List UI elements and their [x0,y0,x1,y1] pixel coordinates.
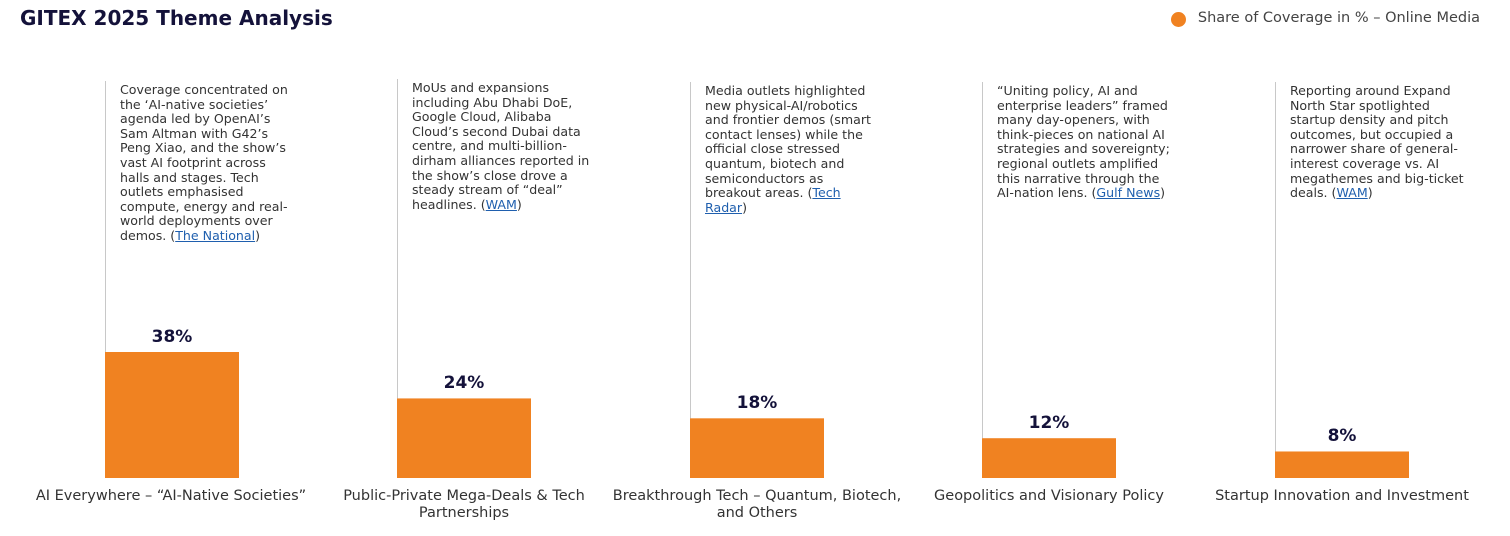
annotation-note: MoUs and expansions including Abu Dhabi … [412,80,590,212]
legend-label: Share of Coverage in % – Online Media [1197,10,1480,26]
data-label: 8% [1327,426,1357,447]
annotation-text: Media outlets highlighted new physical-A… [705,83,871,201]
annotation-note: Reporting around Expand North Star spotl… [1290,83,1464,201]
category-label: AI Everywhere – “AI-Native Societies” [35,488,307,504]
source-link[interactable]: Tech Radar [705,185,841,215]
category-label: Breakthrough Tech – Quantum, Biotech, an… [612,488,902,521]
bar [397,398,531,478]
annotation-text: Reporting around Expand North Star spotl… [1290,83,1464,201]
bar [982,438,1116,478]
category-label: Startup Innovation and Investment [1215,488,1469,504]
legend-marker [1170,12,1186,27]
annotation-text: MoUs and expansions including Abu Dhabi … [412,80,590,212]
annotation-text: “Uniting policy, AI and enterprise leade… [997,83,1170,201]
bar [690,418,824,478]
source-link[interactable]: WAM [485,196,517,212]
bar [105,352,239,478]
data-label: 24% [443,373,485,394]
annotation-text: Coverage concentrated on the ‘AI-native … [120,82,288,243]
category-label: Public-Private Mega-Deals & Tech Partner… [343,488,585,521]
annotation-note: “Uniting policy, AI and enterprise leade… [997,83,1170,201]
annotation-note: Media outlets highlighted new physical-A… [705,83,871,215]
source-link[interactable]: Gulf News [1096,185,1161,201]
category-label: Geopolitics and Visionary Policy [934,488,1164,504]
source-link[interactable]: WAM [1336,185,1368,201]
data-label: 12% [1028,413,1070,434]
bar [1275,451,1409,478]
annotation-note: Coverage concentrated on the ‘AI-native … [120,82,288,243]
legend: Share of Coverage in % – Online Media [1170,9,1480,27]
chart-title: GITEX 2025 Theme Analysis [20,6,333,30]
data-label: 38% [151,327,193,347]
source-link[interactable]: The National [175,227,256,243]
data-label: 18% [736,393,778,414]
